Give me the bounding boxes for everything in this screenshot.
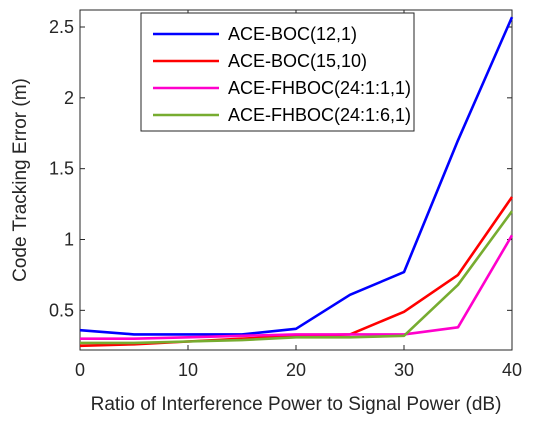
x-tick-label: 30 xyxy=(394,360,414,380)
legend-label-3: ACE-FHBOC(24:1:1,1) xyxy=(228,78,411,98)
y-tick-label: 2.5 xyxy=(49,17,74,37)
series-line-1 xyxy=(79,16,514,336)
legend: ACE-BOC(12,1) ACE-BOC(15,10) ACE-FHBOC(24:… xyxy=(140,12,415,132)
x-tick-label: 10 xyxy=(178,360,198,380)
series-line-3 xyxy=(80,234,514,341)
x-tick-label: 0 xyxy=(75,360,85,380)
legend-box xyxy=(140,12,415,132)
y-tick-label: 2 xyxy=(64,88,74,108)
legend-label-2: ACE-BOC(15,10) xyxy=(228,51,367,71)
y-axis-label: Code Tracking Error (m) xyxy=(10,78,31,282)
legend-label-4: ACE-FHBOC(24:1:6,1) xyxy=(228,105,411,125)
y-tick-label: 0.5 xyxy=(49,300,74,320)
axes: 0 10 20 30 40 0.5 1 1.5 2 2.5 xyxy=(49,10,522,380)
series-line-4 xyxy=(80,210,514,345)
x-tick-label: 40 xyxy=(502,360,522,380)
x-tick-label: 20 xyxy=(286,360,306,380)
x-axis-label: Ratio of Interference Power to Signal Po… xyxy=(91,394,502,415)
series-lines xyxy=(79,16,514,348)
y-tick-label: 1 xyxy=(64,230,74,250)
y-tick-label: 1.5 xyxy=(49,159,74,179)
legend-label-1: ACE-BOC(12,1) xyxy=(228,24,357,44)
